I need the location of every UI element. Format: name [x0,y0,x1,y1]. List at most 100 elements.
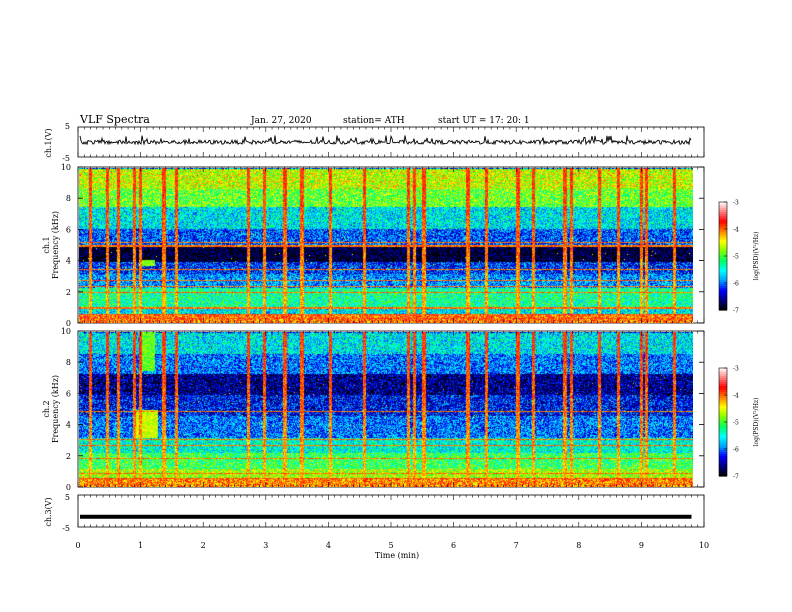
colorbar-swatch [719,290,727,293]
colorbar-swatch [719,248,727,251]
colorbar-swatch [719,218,727,221]
colorbar-swatch [719,238,727,241]
colorbar-swatch [719,436,727,439]
colorbar-swatch [719,368,727,371]
ch1-spectrogram-ylabel-channel: ch.1 [42,236,51,253]
ch1_spectrogram-ytick-label: 8 [66,194,71,203]
colorbar-swatch [719,380,727,383]
colorbar-swatch [719,422,727,425]
colorbar-swatch [719,298,727,301]
colorbar-swatch [719,440,727,443]
colorbar-swatch [719,454,727,457]
colorbar-swatch [719,450,727,453]
x-tick-label: 9 [639,541,644,550]
colorbar-swatch [719,270,727,273]
colorbar-swatch [719,414,727,417]
ch1-waveform-ytick-bottom: -5 [62,154,70,163]
x-tick-label: 8 [576,541,581,550]
colorbar-swatch [719,472,727,475]
colorbar-swatch [719,464,727,467]
x-tick-label: 3 [263,541,268,550]
x-tick-label: 1 [138,541,143,550]
colorbar-swatch [719,376,727,379]
colorbar-swatch [719,402,727,405]
colorbar-swatch [719,212,727,215]
ch1-waveform-ytick-top: 5 [65,122,70,131]
colorbar-swatch [719,240,727,243]
colorbar-swatch [719,258,727,261]
colorbar-swatch [719,418,727,421]
colorbar-swatch [719,216,727,219]
colorbar-swatch [719,400,727,403]
ch2-spectrogram-yticks: 0 2 4 6 8 10 [61,327,704,492]
colorbar-swatch [719,274,727,277]
colorbar-label: log(PSD)(V²/Hz) [753,398,760,447]
colorbar-swatch [719,434,727,437]
colorbar-swatch [719,250,727,253]
colorbar-swatch [719,206,727,209]
time-axis: 0 1 2 3 4 5 6 7 8 9 10 [75,127,709,550]
ch2-colorbar: -3 -4 -5 -6 -7 log(PSD)(V²/Hz) [718,366,760,481]
ch2-spectrogram-panel: 0 2 4 6 8 10 ch.2 Frequency (kHz) [42,327,705,492]
colorbar-swatch [719,268,727,271]
ch1-waveform-trace [79,134,692,146]
colorbar-swatch [719,456,727,459]
ch1_spectrogram-ytick-label: 10 [61,163,71,172]
colorbar-swatch [719,296,727,299]
colorbar-swatch [719,406,727,409]
x-tick-label: 10 [699,541,709,550]
ch2_spectrogram-ytick-label: 4 [66,421,71,430]
colorbar-swatch [719,446,727,449]
colorbar-swatch [719,382,727,385]
ch2-spectrogram-heatmap [79,332,693,487]
colorbar-swatch [719,214,727,217]
colorbar-swatch [719,220,727,223]
colorbar-swatch [719,416,727,419]
colorbar-swatch [719,232,727,235]
colorbar-tick-label: -4 [733,393,739,400]
colorbar-swatch [719,228,727,231]
colorbar-swatch [719,222,727,225]
colorbar-swatch [719,256,727,259]
ch1-spectrogram-panel: 0 2 4 6 8 10 ch.1 Frequency (kHz) [42,163,705,328]
x-tick-label: 4 [326,541,331,550]
colorbar-swatch [719,288,727,291]
colorbar-swatch [719,234,727,237]
colorbar-swatch [719,280,727,283]
colorbar-swatch [719,286,727,289]
colorbar-swatch [719,244,727,247]
x-tick-label: 0 [75,541,80,550]
colorbar-swatch [719,292,727,295]
header-date: Jan. 27, 2020 [250,116,312,126]
colorbar-swatch [719,404,727,407]
colorbar-swatch [719,428,727,431]
ch1-waveform-ylabel: ch.1(V) [44,128,53,157]
colorbar-swatch [719,204,727,207]
colorbar-swatch [719,384,727,387]
colorbar-tick-label: -5 [733,420,739,427]
colorbar-swatch [719,396,727,399]
colorbar-label: log(PSD)(V²/Hz) [753,232,760,281]
ch1-spectrogram-yticks: 0 2 4 6 8 10 [61,163,704,328]
colorbar-swatch [719,242,727,245]
colorbar-swatch [719,294,727,297]
figure-title: VLF Spectra [79,113,150,126]
colorbar-swatch [719,264,727,267]
colorbar-swatch [719,300,727,303]
colorbar-swatch [719,254,727,257]
colorbar-swatch [719,460,727,463]
ch1_spectrogram-ytick-label: 6 [66,225,71,234]
colorbar-swatch [719,468,727,471]
ch2-spectrogram-ylabel-channel: ch.2 [42,400,51,417]
colorbar-swatch [719,266,727,269]
x-tick-label: 7 [514,541,519,550]
colorbar-swatch [719,430,727,433]
colorbar-swatch [719,278,727,281]
x-tick-label: 6 [451,541,456,550]
colorbar-swatch [719,202,727,205]
header-station: station= ATH [343,116,405,126]
colorbar-tick-label: -6 [733,447,739,454]
colorbar-swatch [719,410,727,413]
colorbar-tick-label: -6 [733,281,739,288]
colorbar-swatch [719,466,727,469]
